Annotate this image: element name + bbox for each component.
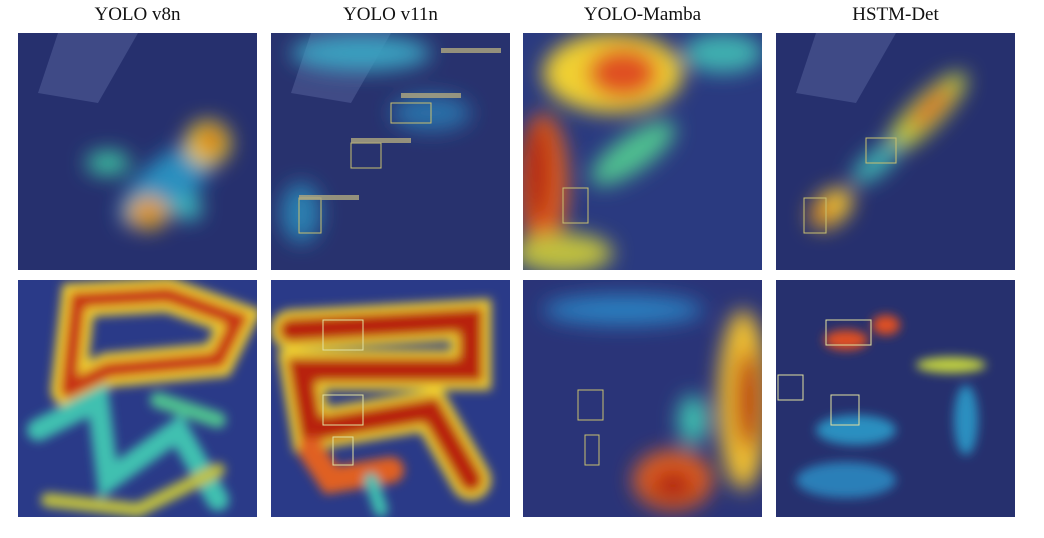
heatmap <box>18 280 257 517</box>
column-title: HSTM-Det <box>852 4 939 25</box>
heatmap <box>523 280 762 517</box>
heatmap <box>523 33 762 270</box>
heatmap <box>776 33 1015 270</box>
column-title: YOLO-Mamba <box>583 4 702 25</box>
column-title: YOLO v8n <box>94 4 181 25</box>
heatmap <box>18 33 257 270</box>
heatmap <box>271 33 510 270</box>
heatmap <box>776 280 1015 517</box>
heatmap <box>271 280 510 517</box>
column-title: YOLO v11n <box>343 4 438 25</box>
